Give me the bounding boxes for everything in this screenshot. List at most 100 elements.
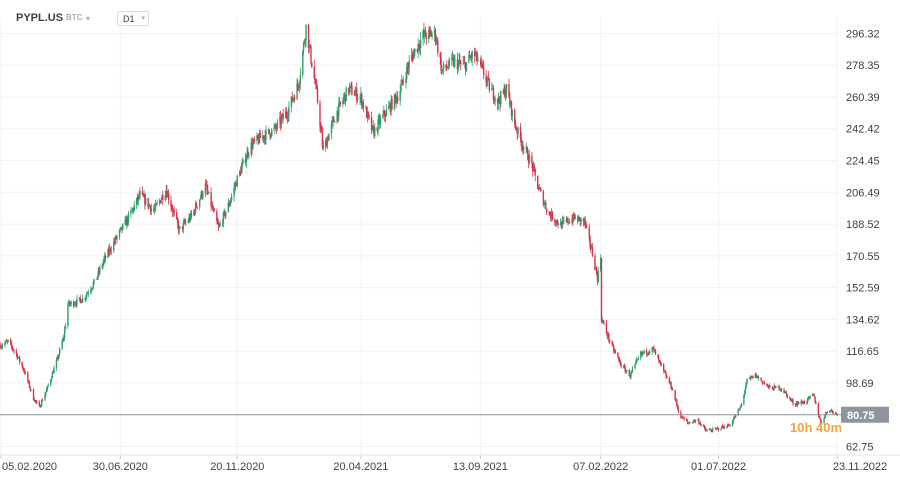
- candle-body: [405, 79, 407, 82]
- candle-body: [819, 417, 821, 420]
- candle-body: [549, 212, 551, 215]
- candle-body: [74, 303, 76, 305]
- candle-body: [234, 182, 237, 187]
- candle-body: [834, 413, 837, 415]
- candle-body: [643, 350, 645, 354]
- candle-body: [351, 85, 353, 95]
- candle-body: [440, 58, 442, 72]
- candle-body: [447, 66, 450, 68]
- candle-body: [70, 301, 72, 304]
- candle-body: [698, 419, 700, 424]
- candle-body: [772, 389, 775, 391]
- candle-body: [339, 101, 342, 104]
- candle-body: [664, 371, 667, 374]
- candle-body: [584, 218, 586, 225]
- candle-body: [361, 93, 363, 106]
- candle-body: [41, 400, 43, 406]
- candle-body: [7, 340, 9, 342]
- candle-body: [125, 219, 127, 226]
- candle-body: [107, 249, 109, 258]
- candle-body: [651, 347, 653, 352]
- candle-body: [809, 395, 811, 398]
- candle-body: [751, 376, 753, 378]
- candle-body: [276, 121, 279, 129]
- candle-body: [62, 338, 64, 342]
- candle-body: [406, 66, 408, 80]
- candle-body: [818, 415, 820, 418]
- candle-body: [1, 345, 4, 347]
- candle-body: [498, 97, 500, 102]
- candle-body: [166, 190, 168, 197]
- candle-body: [210, 191, 212, 207]
- candle-body: [563, 220, 565, 222]
- candle-body: [737, 409, 739, 415]
- timeframe-select[interactable]: D1 ▾: [117, 11, 149, 26]
- candle-body: [302, 51, 304, 75]
- candle-body: [497, 97, 500, 104]
- candle-body: [177, 223, 180, 231]
- candle-body: [183, 221, 185, 223]
- candle-body: [202, 194, 204, 197]
- candle-body: [270, 129, 273, 136]
- candle-body: [5, 341, 7, 344]
- candle-body: [162, 195, 164, 201]
- candle-body: [159, 200, 162, 204]
- candle-body: [502, 91, 504, 93]
- candle-body: [590, 245, 592, 249]
- candle-body: [170, 200, 172, 208]
- candle-body: [258, 133, 261, 143]
- candle-body: [95, 279, 98, 280]
- candle-body: [626, 370, 628, 372]
- candle-body: [41, 400, 44, 402]
- candle-body: [36, 401, 38, 403]
- candle-body: [388, 104, 391, 107]
- candle-body: [87, 292, 90, 294]
- candle-body: [424, 30, 426, 36]
- candle-body: [640, 351, 643, 354]
- candle-body: [119, 228, 121, 231]
- candle-body: [190, 213, 193, 216]
- candle-body: [411, 54, 414, 56]
- candle-body: [545, 208, 548, 213]
- symbol-label[interactable]: PYPL.US: [16, 12, 64, 24]
- candle-body: [296, 83, 298, 100]
- candle-body: [600, 258, 603, 322]
- candle-body: [683, 417, 685, 420]
- candle-body: [436, 40, 438, 42]
- candle-body: [15, 350, 18, 354]
- candle-body: [280, 117, 283, 125]
- y-tick-label: 242.42: [846, 124, 880, 136]
- candle-body: [628, 370, 631, 377]
- candle-body: [602, 320, 604, 323]
- candle-body: [303, 42, 306, 44]
- candle-body: [429, 30, 432, 33]
- candle-body: [333, 118, 335, 122]
- candle-body: [706, 429, 708, 431]
- candle-body: [379, 118, 381, 125]
- candle-body: [212, 205, 214, 210]
- candle-body: [720, 428, 722, 430]
- candle-body: [101, 265, 103, 268]
- candle-body: [578, 216, 581, 218]
- candle-body: [671, 389, 674, 391]
- candle-body: [823, 418, 825, 423]
- candle-body: [361, 101, 364, 106]
- candle-body: [798, 402, 800, 404]
- candle-body: [402, 81, 405, 83]
- candle-body: [668, 377, 671, 384]
- candle-body: [618, 359, 621, 361]
- candle-body: [548, 212, 550, 213]
- candle-body: [24, 372, 27, 374]
- candle-body: [21, 362, 23, 367]
- candle-body: [81, 298, 84, 303]
- candle-body: [572, 218, 574, 222]
- candle-body: [68, 301, 71, 305]
- candle-body: [703, 424, 705, 427]
- candle-body: [45, 391, 47, 395]
- candle-body: [400, 84, 402, 91]
- symbol-dropdown-icon[interactable]: ▾: [86, 14, 91, 23]
- candle-body: [13, 350, 15, 351]
- candle-body: [321, 132, 324, 146]
- candle-body: [270, 135, 272, 137]
